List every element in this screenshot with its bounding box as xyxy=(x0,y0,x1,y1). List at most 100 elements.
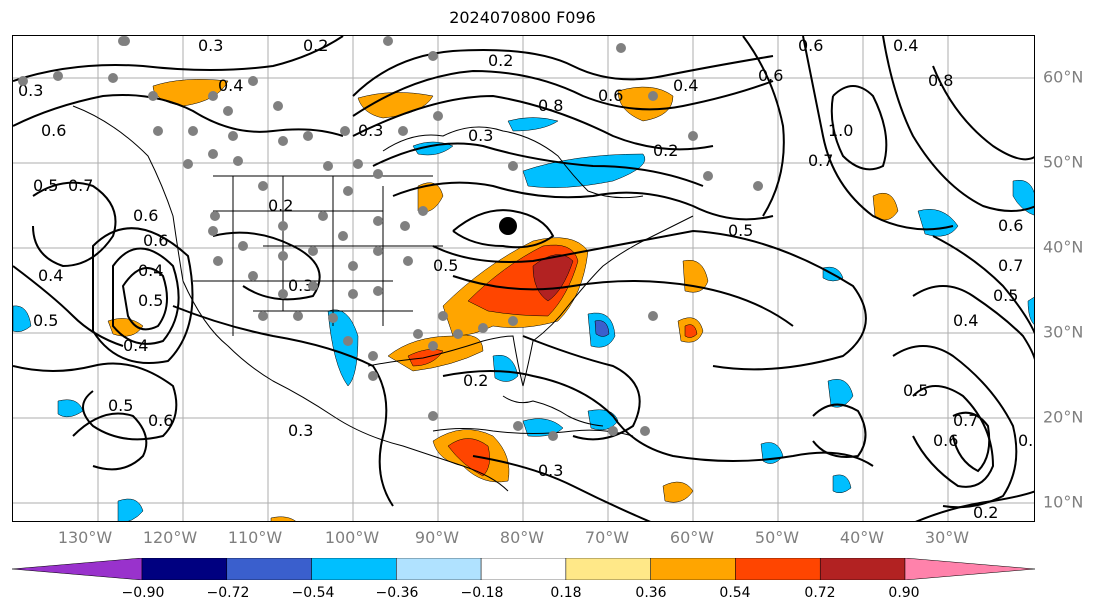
strong-negative-anomaly-mid-atlantic xyxy=(594,320,610,337)
colorbar-tick-label: 0.54 xyxy=(719,585,751,601)
lat-label: 50°N xyxy=(1043,152,1084,172)
colorbar-segment xyxy=(141,558,228,580)
contour-label: 0.4 xyxy=(138,261,163,280)
contour-label: 0.4 xyxy=(123,336,148,355)
colorbar-tick-label: 0.36 xyxy=(635,585,667,601)
lat-label: 30°N xyxy=(1043,322,1084,342)
contour-label: 0.2 xyxy=(488,51,513,70)
lon-label: 60°W xyxy=(669,528,715,547)
lon-label: 70°W xyxy=(584,528,630,547)
positive-anomaly-caribbean xyxy=(662,481,694,503)
strong-positive-anomaly-central-america xyxy=(447,438,490,477)
contour-label: 0.3 xyxy=(1018,431,1035,450)
lon-label: 80°W xyxy=(499,528,545,547)
low-pressure-center-marker xyxy=(499,217,517,235)
negative-anomaly-atlantic-6 xyxy=(832,474,852,494)
contour-label: 0.3 xyxy=(358,121,383,140)
contour-label: 0.4 xyxy=(38,266,63,285)
negative-anomaly-quebec xyxy=(412,141,454,156)
contour-label: 0.2 xyxy=(303,36,328,55)
lon-label: 90°W xyxy=(414,528,460,547)
colorbar-tick-label: −0.54 xyxy=(291,585,335,601)
contour-label: 0.5 xyxy=(903,381,928,400)
lat-label: 40°N xyxy=(1043,237,1084,257)
contour-label: 0.3 xyxy=(288,276,313,295)
lon-label: 50°W xyxy=(754,528,800,547)
contour-label: 0.3 xyxy=(288,421,313,440)
contour-label: 0.6 xyxy=(933,431,958,450)
contour-label: 0.6 xyxy=(998,216,1023,235)
map-panel: 0.3 0.2 0.3 0.4 0.6 0.5 0.7 0.6 0.4 0.5 … xyxy=(12,35,1035,522)
contour-label: 0.2 xyxy=(653,141,678,160)
contour-label: 0.5 xyxy=(993,286,1018,305)
contour-label: 0.4 xyxy=(953,311,978,330)
contour-label: 0.4 xyxy=(893,36,918,55)
contour-label: 0.6 xyxy=(148,411,173,430)
negative-anomaly-gulf-west xyxy=(327,309,359,387)
contour-label: 1.0 xyxy=(828,121,853,140)
colorbar-segment xyxy=(819,558,906,580)
contour-label: 0.2 xyxy=(973,503,998,522)
strong-positive-anomaly-atlantic-2 xyxy=(684,324,698,338)
colorbar-segment xyxy=(12,558,143,580)
contour-label: 0.5 xyxy=(33,311,58,330)
colorbar-segment xyxy=(650,558,736,580)
contour-label: 0.2 xyxy=(268,196,293,215)
colorbar xyxy=(12,558,1035,580)
contour-label: 0.6 xyxy=(133,206,158,225)
lon-label: 110°W xyxy=(227,528,283,547)
colorbar-tick-label: 0.90 xyxy=(888,585,920,601)
contour-label: 0.4 xyxy=(673,76,698,95)
contour-label: 0.7 xyxy=(953,411,978,430)
lon-label: 120°W xyxy=(142,528,198,547)
contour-label: 0.8 xyxy=(538,96,563,115)
contour-label: 0.8 xyxy=(928,71,953,90)
positive-anomaly-labrador xyxy=(617,86,674,122)
positive-anomaly-atlantic-3 xyxy=(872,192,899,221)
colorbar-segment xyxy=(480,558,567,580)
negative-anomaly-hudson xyxy=(507,117,559,132)
contour-label: 0.3 xyxy=(468,126,493,145)
contour-label: 0.3 xyxy=(198,36,223,55)
contour-label: 0.2 xyxy=(463,371,488,390)
lon-label: 100°W xyxy=(324,528,380,547)
negative-anomaly-atlantic-4 xyxy=(1012,179,1034,216)
colorbar-segment xyxy=(311,558,397,580)
negative-anomaly-pacific-3 xyxy=(117,498,144,521)
lon-label: 40°W xyxy=(839,528,885,547)
lon-label: 130°W xyxy=(57,528,113,547)
contour-label: 0.6 xyxy=(41,121,66,140)
map-canvas: 0.3 0.2 0.3 0.4 0.6 0.5 0.7 0.6 0.4 0.5 … xyxy=(13,36,1035,522)
negative-anomaly-atlantic-7 xyxy=(1027,296,1034,325)
colorbar-segment xyxy=(904,558,1035,580)
colorbar-segment xyxy=(565,558,651,580)
coastlines xyxy=(72,105,694,492)
colorbar-tick-label: −0.36 xyxy=(375,585,419,601)
negative-anomaly-atlantic-2 xyxy=(827,379,854,408)
negative-anomaly-pacific-1 xyxy=(13,305,32,333)
lat-label: 10°N xyxy=(1043,492,1084,512)
contour-label: 0.5 xyxy=(138,291,163,310)
negative-anomaly-pacific-2 xyxy=(57,399,84,418)
contour-lines xyxy=(13,36,1034,521)
colorbar-segment xyxy=(396,558,482,580)
contour-label: 0.6 xyxy=(598,86,623,105)
contour-label: 0.5 xyxy=(728,221,753,240)
contour-label: 0.5 xyxy=(108,396,133,415)
contour-label: 0.7 xyxy=(68,176,93,195)
contour-label: 0.4 xyxy=(218,76,243,95)
contour-label: 0.7 xyxy=(998,256,1023,275)
colorbar-tick-label: −0.72 xyxy=(206,585,250,601)
colorbar-segment xyxy=(735,558,821,580)
contour-label: 0.6 xyxy=(758,66,783,85)
contour-label: 0.5 xyxy=(33,176,58,195)
contour-label-group: 0.3 0.2 0.3 0.4 0.6 0.5 0.7 0.6 0.4 0.5 … xyxy=(18,36,1035,522)
negative-anomaly-atlantic-3 xyxy=(917,209,959,237)
map-title: 2024070800 F096 xyxy=(449,8,596,27)
colorbar-tick-label: −0.90 xyxy=(121,585,165,601)
colorbar-tick-label: 0.72 xyxy=(804,585,836,601)
negative-anomaly-florida xyxy=(492,354,519,382)
colorbar-segment xyxy=(226,558,312,580)
station-dots xyxy=(18,36,763,441)
contour-label: 0.5 xyxy=(433,256,458,275)
